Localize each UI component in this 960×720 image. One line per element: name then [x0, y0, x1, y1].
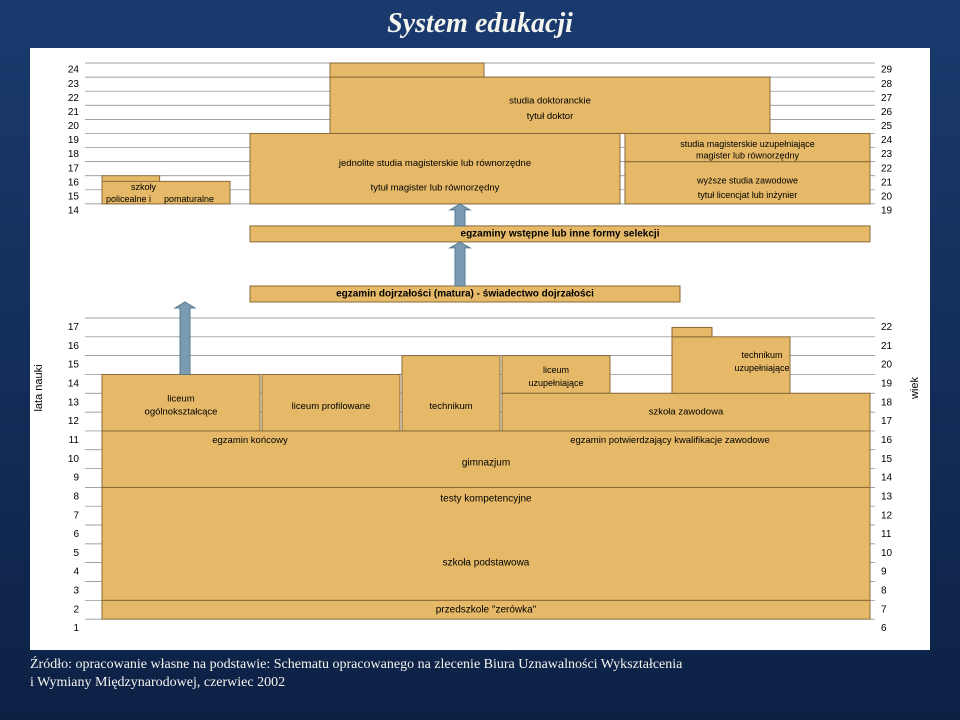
caption-line-1: Źródło: opracowanie własne na podstawie:…	[30, 657, 682, 672]
svg-text:22: 22	[68, 93, 80, 104]
svg-text:17: 17	[881, 416, 893, 427]
svg-text:16: 16	[68, 177, 80, 188]
svg-text:15: 15	[68, 191, 80, 202]
svg-text:14: 14	[68, 379, 80, 390]
svg-text:wiek: wiek	[909, 377, 921, 401]
svg-text:15: 15	[68, 360, 80, 371]
svg-text:lata nauki: lata nauki	[33, 364, 45, 411]
svg-text:liceum: liceum	[543, 365, 569, 375]
svg-text:uzupełniające: uzupełniające	[734, 363, 789, 373]
svg-text:26: 26	[881, 107, 893, 118]
svg-text:22: 22	[881, 163, 893, 174]
page-title: System edukacji	[0, 0, 960, 44]
svg-text:11: 11	[881, 529, 892, 540]
svg-text:16: 16	[68, 341, 80, 352]
svg-text:egzamin dojrzałości (matura) -: egzamin dojrzałości (matura) - świadectw…	[336, 289, 594, 300]
svg-text:14: 14	[881, 473, 893, 484]
svg-text:22: 22	[881, 322, 893, 333]
caption-line-2: i Wymiany Międzynarodowej, czerwiec 2002	[30, 675, 285, 690]
svg-text:tytuł doktor: tytuł doktor	[527, 111, 573, 122]
svg-text:7: 7	[73, 510, 79, 521]
svg-text:10: 10	[881, 548, 893, 559]
svg-text:12: 12	[881, 510, 893, 521]
svg-text:przedszkole "zerówka": przedszkole "zerówka"	[436, 604, 537, 615]
svg-text:24: 24	[881, 135, 893, 146]
svg-text:20: 20	[881, 360, 893, 371]
svg-text:9: 9	[73, 473, 79, 484]
svg-text:28: 28	[881, 79, 893, 90]
svg-text:5: 5	[73, 548, 79, 559]
svg-text:19: 19	[68, 135, 80, 146]
svg-text:studia magisterskie uzupełniaj: studia magisterskie uzupełniające	[680, 139, 815, 149]
svg-text:tytuł licencjat lub inżynier: tytuł licencjat lub inżynier	[698, 190, 798, 200]
education-diagram: lata naukiwiek24232221201918171615142928…	[30, 48, 930, 650]
svg-text:23: 23	[68, 79, 80, 90]
svg-text:6: 6	[881, 623, 887, 634]
svg-text:17: 17	[68, 322, 80, 333]
svg-text:egzamin końcowy: egzamin końcowy	[212, 435, 288, 446]
svg-text:ogólnokształcące: ogólnokształcące	[145, 407, 218, 418]
svg-text:egzaminy wstępne lub inne form: egzaminy wstępne lub inne formy selekcji	[461, 229, 660, 240]
source-caption: Źródło: opracowanie własne na podstawie:…	[30, 656, 930, 692]
svg-text:21: 21	[68, 107, 80, 118]
svg-text:6: 6	[73, 529, 79, 540]
svg-text:15: 15	[881, 454, 893, 465]
svg-text:tytuł magister lub równorzędny: tytuł magister lub równorzędny	[371, 182, 500, 193]
svg-text:18: 18	[68, 149, 80, 160]
svg-text:24: 24	[68, 65, 80, 76]
svg-text:8: 8	[73, 491, 79, 502]
svg-text:wyższe studia zawodowe: wyższe studia zawodowe	[696, 176, 798, 186]
svg-text:13: 13	[68, 397, 80, 408]
svg-text:21: 21	[881, 177, 893, 188]
svg-text:studia doktoranckie: studia doktoranckie	[509, 96, 591, 107]
svg-text:jednolite studia magisterskie: jednolite studia magisterskie lub równor…	[338, 158, 531, 169]
svg-text:20: 20	[68, 121, 80, 132]
svg-text:technikum: technikum	[429, 401, 472, 412]
svg-text:policealne i: policealne i	[106, 194, 151, 204]
svg-text:7: 7	[881, 604, 887, 615]
svg-text:2: 2	[73, 604, 79, 615]
svg-text:liceum: liceum	[167, 393, 195, 404]
svg-text:szkoła podstawowa: szkoła podstawowa	[443, 557, 530, 568]
svg-text:4: 4	[73, 567, 79, 578]
svg-text:testy kompetencyjne: testy kompetencyjne	[440, 493, 532, 504]
svg-text:egzamin potwierdzający kwalifi: egzamin potwierdzający kwalifikacje zawo…	[570, 435, 770, 446]
svg-text:16: 16	[881, 435, 893, 446]
svg-text:uzupełniające: uzupełniające	[528, 378, 583, 388]
svg-text:19: 19	[881, 379, 893, 390]
svg-text:21: 21	[881, 341, 893, 352]
svg-text:18: 18	[881, 397, 893, 408]
svg-text:szkoły: szkoły	[131, 182, 157, 192]
svg-text:8: 8	[881, 586, 887, 597]
svg-text:20: 20	[881, 191, 893, 202]
svg-text:29: 29	[881, 65, 893, 76]
svg-text:technikum: technikum	[741, 350, 782, 360]
svg-text:9: 9	[881, 567, 887, 578]
svg-text:3: 3	[73, 586, 79, 597]
svg-text:14: 14	[68, 206, 80, 217]
svg-text:23: 23	[881, 149, 893, 160]
svg-text:pomaturalne: pomaturalne	[164, 194, 214, 204]
svg-text:17: 17	[68, 163, 80, 174]
svg-text:gimnazjum: gimnazjum	[462, 458, 510, 469]
svg-text:25: 25	[881, 121, 893, 132]
svg-text:11: 11	[69, 435, 80, 446]
svg-text:19: 19	[881, 206, 893, 217]
svg-text:magister lub równorzędny: magister lub równorzędny	[696, 150, 800, 160]
svg-text:szkoła zawodowa: szkoła zawodowa	[649, 407, 724, 418]
svg-text:13: 13	[881, 491, 893, 502]
svg-text:12: 12	[68, 416, 80, 427]
svg-text:10: 10	[68, 454, 80, 465]
svg-text:27: 27	[881, 93, 893, 104]
svg-text:1: 1	[73, 623, 79, 634]
svg-text:liceum profilowane: liceum profilowane	[292, 401, 371, 412]
